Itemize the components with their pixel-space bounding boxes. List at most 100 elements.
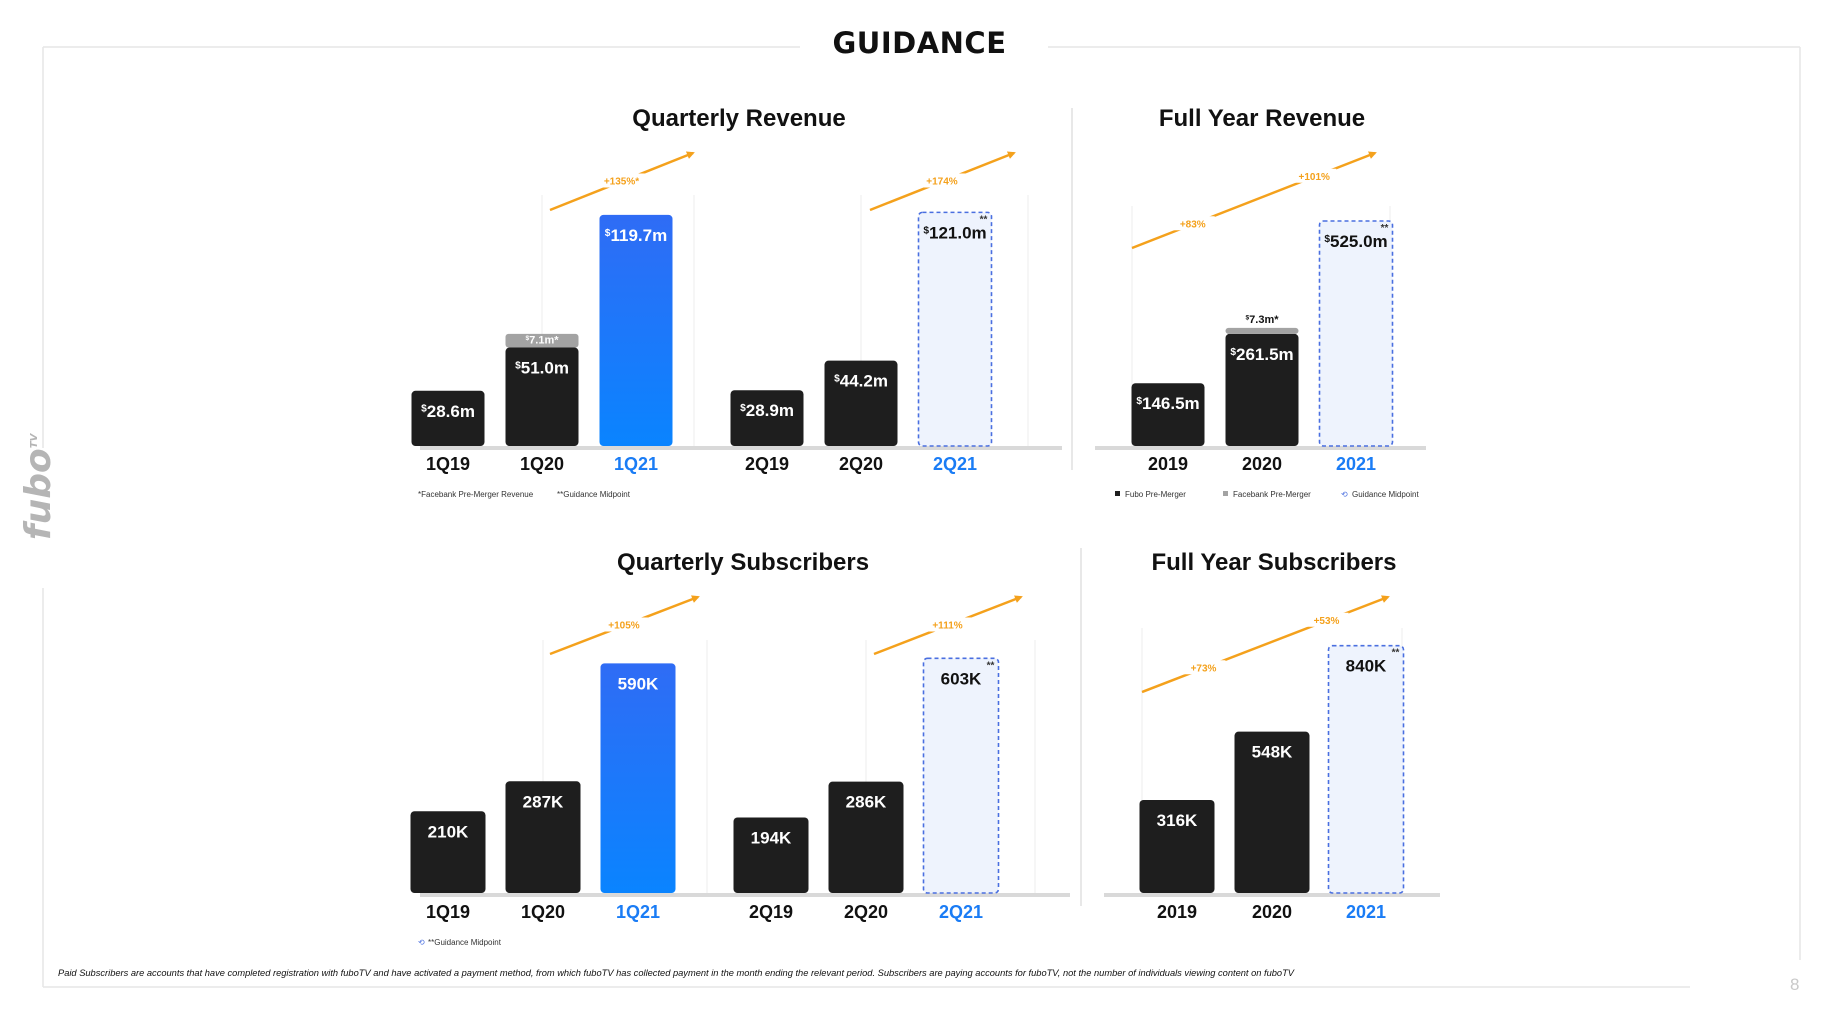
page-number: 8 <box>1790 975 1800 994</box>
quarterly-revenue-stacked-bar-1Q20 <box>505 333 579 348</box>
quarterly-revenue-bar-2Q19 <box>730 390 804 446</box>
full-year-revenue-value-label-2019: $146.5m <box>1136 394 1199 413</box>
quarterly-revenue-bar-1Q19 <box>411 390 485 446</box>
full-year-subscribers-guidance-marker: ** <box>1392 648 1400 659</box>
quarterly-revenue-tick-1Q21: 1Q21 <box>614 454 658 474</box>
quarterly-revenue-tick-1Q20: 1Q20 <box>520 454 564 474</box>
subscriber-definition-footnote: Paid Subscribers are accounts that have … <box>58 968 1294 978</box>
quarterly-subscribers-value-label-2Q19: 194K <box>751 828 792 847</box>
full-year-revenue-stacked-label-2020: $7.3m* <box>1245 314 1279 326</box>
full-year-subscribers-growth-label-bg <box>1304 612 1349 627</box>
quarterly-subscribers-growth-label-bg <box>600 617 648 632</box>
quarterly-subscribers-tick-1Q20: 1Q20 <box>521 902 565 922</box>
quarterly-subscribers-footnote-1: **Guidance Midpoint <box>428 938 502 947</box>
quarterly-revenue-value-label-1Q19: $28.6m <box>421 402 475 421</box>
quarterly-revenue-value-label-2Q20: $44.2m <box>834 372 888 391</box>
full-year-revenue-legend-swatch-1 <box>1115 491 1120 496</box>
quarterly-revenue-value-label-1Q21: $119.7m <box>605 226 667 245</box>
full-year-subscribers-chart: Full Year Subscribers 316K 2019 548K 2020 ** 8… <box>1104 549 1440 922</box>
quarterly-subscribers-guidance-marker: ** <box>987 660 995 671</box>
full-year-revenue-legend-swatch-2 <box>1223 491 1228 496</box>
quarterly-subscribers-bar-1Q19 <box>410 811 486 893</box>
quarterly-subscribers-guidance-swatch: ⟲ <box>418 938 425 947</box>
quarterly-subscribers-bar-2Q20 <box>828 781 904 893</box>
full-year-revenue-growth-label-1: +83% <box>1180 219 1206 230</box>
full-year-subscribers-bar-2019 <box>1139 799 1215 893</box>
quarterly-subscribers-title: Quarterly Subscribers <box>617 549 869 576</box>
quarterly-revenue-growth-label-bg <box>597 173 646 188</box>
full-year-revenue-legend-item-2: Facebank Pre-Merger <box>1233 490 1311 499</box>
quarterly-revenue-chart: Quarterly Revenue $28.6m 1Q19 $7.1m* $51.0m 1… <box>411 105 1062 499</box>
full-year-revenue-tick-2020: 2020 <box>1242 454 1282 474</box>
quarterly-subscribers-tick-1Q19: 1Q19 <box>426 902 470 922</box>
full-year-revenue-value-label-2020: $261.5m <box>1230 345 1293 364</box>
quarterly-revenue-title: Quarterly Revenue <box>632 105 845 132</box>
full-year-revenue-tick-2021: 2021 <box>1336 454 1376 474</box>
quarterly-revenue-bar-1Q21 <box>599 214 673 446</box>
quarterly-subscribers-growth-label-bg <box>923 617 972 632</box>
quarterly-revenue-tick-2Q19: 2Q19 <box>745 454 789 474</box>
quarterly-subscribers-growth-label-2: +111% <box>932 621 962 632</box>
full-year-subscribers-tick-2021: 2021 <box>1346 902 1386 922</box>
quarterly-revenue-guidance-marker: ** <box>980 214 988 225</box>
quarterly-revenue-value-label-2Q21: $121.0m <box>923 223 986 242</box>
full-year-revenue-growth-label-bg <box>1170 216 1215 231</box>
full-year-subscribers-value-label-2019: 316K <box>1157 811 1198 830</box>
quarterly-subscribers-bar-2Q19 <box>733 817 809 893</box>
full-year-subscribers-growth-label-2: +53% <box>1314 616 1340 627</box>
full-year-subscribers-bar-2020 <box>1234 731 1310 893</box>
quarterly-revenue-bar-1Q20 <box>505 347 579 446</box>
full-year-revenue-value-label-2021: $525.0m <box>1324 232 1387 251</box>
quarterly-subscribers-tick-2Q19: 2Q19 <box>749 902 793 922</box>
full-year-revenue-bar-2021 <box>1318 220 1394 447</box>
quarterly-revenue-growth-label-bg <box>918 173 966 188</box>
full-year-revenue-tick-2019: 2019 <box>1148 454 1188 474</box>
full-year-revenue-bar-2019 <box>1131 383 1205 446</box>
quarterly-revenue-footnote-1: *Facebank Pre-Merger Revenue <box>418 490 534 499</box>
quarterly-revenue-tick-2Q21: 2Q21 <box>933 454 977 474</box>
page-title: GUIDANCE <box>0 26 1839 60</box>
quarterly-subscribers-tick-2Q20: 2Q20 <box>844 902 888 922</box>
quarterly-subscribers-tick-2Q21: 2Q21 <box>939 902 983 922</box>
full-year-subscribers-value-label-2021: 840K <box>1346 657 1387 676</box>
full-year-revenue-title: Full Year Revenue <box>1159 105 1365 132</box>
quarterly-revenue-growth-label-2: +174% <box>926 177 958 188</box>
quarterly-revenue-stacked-label-1Q20: $7.1m* <box>525 335 559 347</box>
full-year-revenue-legend-swatch-3: ⟲ <box>1341 490 1348 499</box>
full-year-revenue-bar-2020 <box>1225 333 1299 446</box>
quarterly-subscribers-value-label-1Q20: 287K <box>523 792 564 811</box>
full-year-revenue-growth-label-2: +101% <box>1299 172 1331 183</box>
full-year-revenue-legend-item-1: Fubo Pre-Merger <box>1125 490 1186 499</box>
quarterly-subscribers-value-label-1Q21: 590K <box>618 674 659 693</box>
quarterly-revenue-growth-label-1: +135%* <box>604 177 639 188</box>
full-year-subscribers-tick-2020: 2020 <box>1252 902 1292 922</box>
full-year-subscribers-growth-label-bg <box>1181 660 1226 675</box>
quarterly-subscribers-chart: Quarterly Subscribers 210K 1Q19 287K 1Q20 590… <box>410 549 1070 947</box>
full-year-revenue-guidance-marker: ** <box>1381 223 1389 234</box>
quarterly-revenue-footnote-2: **Guidance Midpoint <box>557 490 631 499</box>
quarterly-revenue-bar-2Q21 <box>917 211 993 447</box>
quarterly-revenue-value-label-1Q20: $51.0m <box>515 359 569 378</box>
quarterly-subscribers-value-label-1Q19: 210K <box>428 822 469 841</box>
quarterly-subscribers-bar-1Q21 <box>600 663 676 893</box>
full-year-revenue-chart: Full Year Revenue $146.5m 2019 $7.3m* $261.5… <box>1095 105 1426 499</box>
quarterly-revenue-tick-1Q19: 1Q19 <box>426 454 470 474</box>
fubotv-logo: fuboTV <box>18 433 59 540</box>
quarterly-revenue-bar-2Q20 <box>824 360 898 446</box>
quarterly-subscribers-tick-1Q21: 1Q21 <box>616 902 660 922</box>
quarterly-subscribers-bar-2Q21 <box>922 657 1000 894</box>
quarterly-revenue-value-label-2Q19: $28.9m <box>740 401 794 420</box>
full-year-subscribers-title: Full Year Subscribers <box>1151 549 1396 576</box>
full-year-subscribers-bar-2021 <box>1327 644 1405 894</box>
quarterly-subscribers-value-label-2Q21: 603K <box>941 669 982 688</box>
full-year-revenue-growth-label-bg <box>1292 168 1337 183</box>
quarterly-revenue-tick-2Q20: 2Q20 <box>839 454 883 474</box>
quarterly-subscribers-value-label-2Q20: 286K <box>846 793 887 812</box>
quarterly-subscribers-bar-1Q20 <box>505 781 581 893</box>
full-year-revenue-legend-item-3: Guidance Midpoint <box>1352 490 1419 499</box>
full-year-subscribers-tick-2019: 2019 <box>1157 902 1197 922</box>
quarterly-subscribers-growth-label-1: +105% <box>608 621 640 632</box>
full-year-subscribers-growth-label-1: +73% <box>1191 663 1217 674</box>
full-year-subscribers-value-label-2020: 548K <box>1252 743 1293 762</box>
